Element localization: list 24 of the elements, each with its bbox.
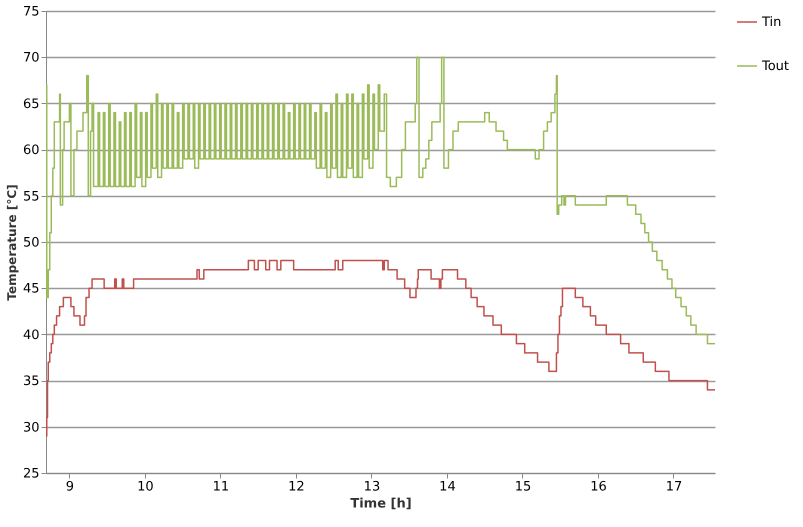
legend-label: Tout — [761, 59, 790, 74]
x-tick-label: 9 — [66, 480, 74, 494]
y-tick-label: 25 — [22, 466, 40, 482]
x-tick-label: 17 — [666, 480, 682, 494]
x-tick-label: 16 — [590, 480, 607, 494]
x-tick-label: 12 — [288, 480, 305, 494]
y-tick-label: 30 — [22, 420, 40, 436]
legend-label: Tin — [761, 15, 782, 30]
x-tick-label: 11 — [212, 480, 230, 494]
y-tick-label: 70 — [22, 50, 40, 66]
x-tick-label: 13 — [364, 480, 380, 494]
x-tick-label: 14 — [439, 480, 456, 494]
x-axis-title: Time [h] — [350, 496, 412, 512]
y-tick-label: 35 — [22, 374, 40, 390]
x-tick-label: 15 — [514, 480, 532, 494]
y-tick-label: 55 — [22, 189, 40, 204]
y-axis-title: Temperature [°C] — [4, 184, 19, 301]
y-tick-label: 50 — [22, 236, 40, 250]
y-tick-label: 75 — [22, 4, 40, 20]
y-tick-label: 40 — [22, 328, 40, 343]
y-tick-label: 65 — [22, 96, 40, 112]
y-tick-label: 45 — [22, 282, 40, 297]
y-tick-label: 60 — [22, 143, 40, 158]
x-tick-label: 10 — [137, 480, 154, 494]
